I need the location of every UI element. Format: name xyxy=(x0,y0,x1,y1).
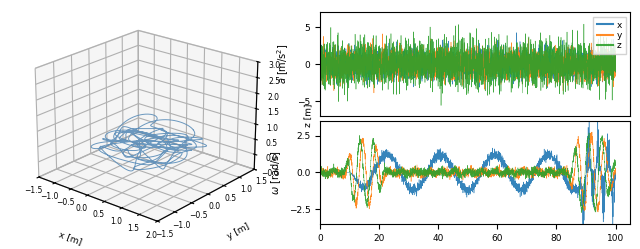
Y-axis label: $\omega$ [rad/s]: $\omega$ [rad/s] xyxy=(269,150,283,195)
Y-axis label: y [m]: y [m] xyxy=(225,222,251,241)
Y-axis label: $a$ [m/s$^2$]: $a$ [m/s$^2$] xyxy=(276,44,291,84)
X-axis label: x [m]: x [m] xyxy=(58,230,83,246)
Legend: x, y, z: x, y, z xyxy=(593,17,626,54)
